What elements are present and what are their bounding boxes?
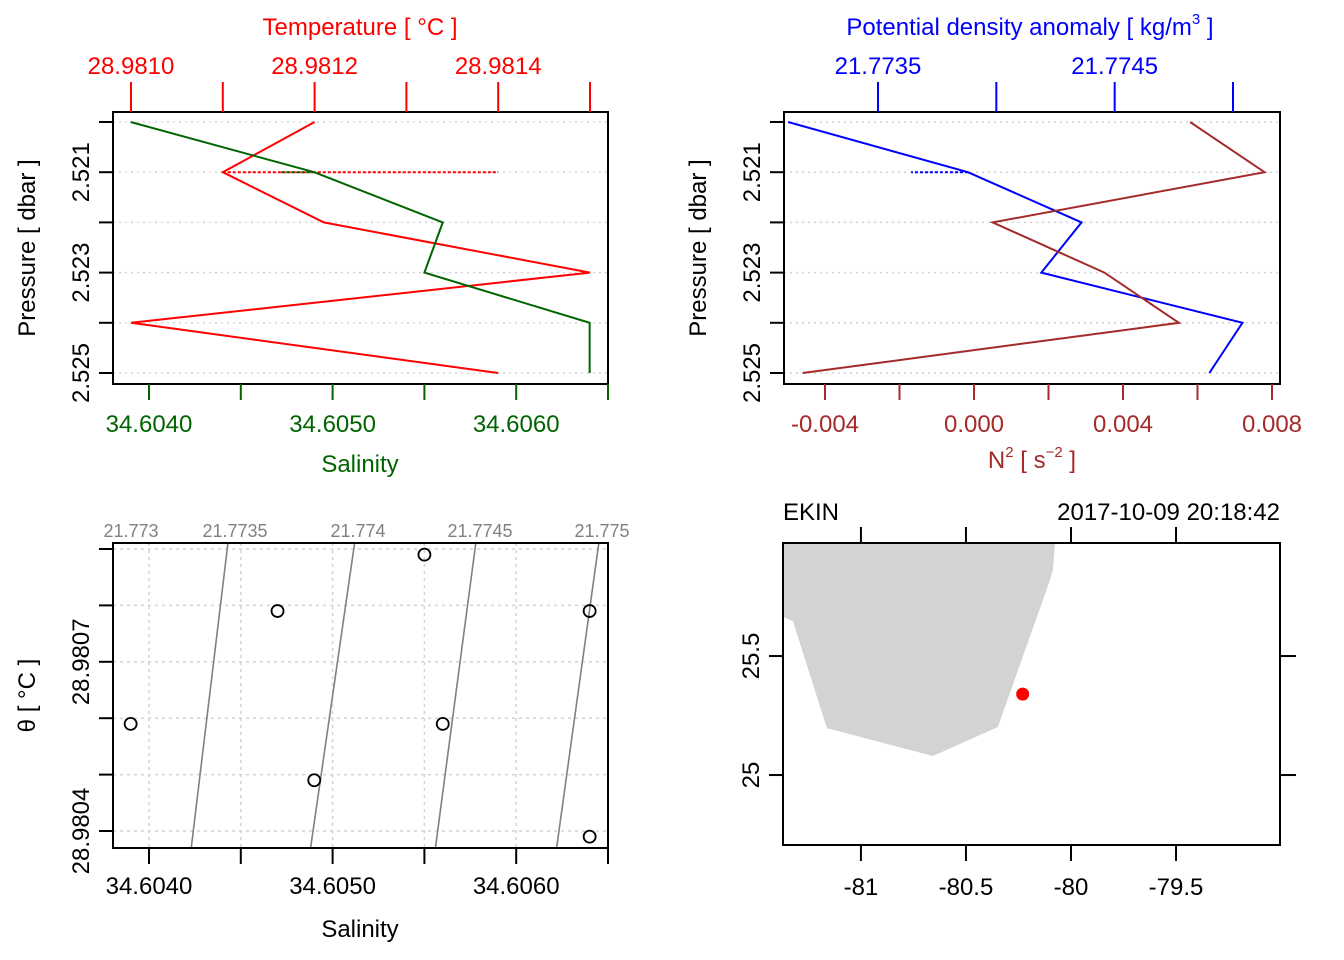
ts-points (123, 547, 597, 844)
y-tick-label: 28.9804 (68, 788, 95, 875)
series-line-n2 (802, 121, 1268, 374)
plot-frame (112, 542, 609, 849)
theta-axis-label: θ [ °C ] (14, 659, 41, 733)
x-tick-label: 34.6040 (106, 873, 193, 900)
x-tick-label: 34.6060 (473, 411, 560, 438)
pressure-axis: 2.521 2.523 2.525 (739, 121, 784, 403)
theta-axis: 28.9804 28.9807 (68, 548, 113, 875)
ts-point (307, 773, 322, 788)
pressure-axis-label: Pressure [ dbar ] (14, 159, 41, 336)
isopycnal-line (309, 542, 356, 849)
y-tick-label: 25.5 (738, 633, 765, 680)
label-text: [ s (1014, 447, 1046, 474)
isopycnal-label: 21.7735 (202, 521, 267, 541)
salinity-axis: 34.6040 34.6050 34.6060 (106, 848, 609, 900)
ts-point (270, 604, 285, 618)
x-tick-label: -0.004 (791, 411, 859, 438)
x-tick-label: 34.6060 (473, 873, 560, 900)
ts-point (582, 604, 597, 618)
y-tick-label: 28.9807 (68, 618, 95, 705)
temperature-axis-label: Temperature [ °C ] (263, 14, 458, 41)
pressure-gridlines (113, 121, 608, 374)
isopycnal-label: 21.773 (103, 521, 158, 541)
y-tick-label: 2.523 (739, 243, 766, 303)
coastline-land (783, 543, 1056, 756)
isopycnals: 21.773 21.7735 21.774 21.7745 21.775 (103, 521, 630, 849)
pressure-axis: 2.521 2.523 2.525 (68, 121, 113, 403)
isopycnal-label: 21.774 (330, 521, 385, 541)
x-tick-label: 34.6050 (289, 411, 376, 438)
isopycnal-label: 21.775 (574, 521, 629, 541)
plot-frame (783, 111, 1281, 385)
top-ticks (859, 527, 1178, 543)
label-text: ] (1063, 447, 1076, 474)
superscript: 2 (1005, 444, 1013, 461)
station-marker (1016, 687, 1030, 701)
pressure-axis-label: Pressure [ dbar ] (685, 159, 712, 336)
ts-point (417, 547, 432, 562)
isopycnal-line (434, 542, 477, 849)
series-line-potential-density-anomaly (787, 121, 1245, 374)
x-tick-label: 34.6050 (289, 873, 376, 900)
salinity-axis-label: Salinity (321, 451, 398, 478)
grid (113, 543, 609, 848)
ts-point (123, 716, 138, 731)
isopycnal-line (190, 542, 229, 849)
station-name: EKIN (783, 499, 839, 526)
density-axis-label: Potential density anomaly [ kg/m3 ] (846, 11, 1213, 41)
latitude-axis: 25 25.5 (738, 633, 783, 789)
x-tick-label: -80.5 (939, 874, 994, 901)
pressure-gridlines (784, 121, 1280, 374)
series-line-temperature (130, 121, 591, 374)
superscript: −2 (1046, 444, 1063, 461)
x-tick-label: 21.7735 (835, 53, 922, 80)
y-tick-label: 2.521 (739, 142, 766, 202)
salinity-axis: 34.6040 34.6050 34.6060 (106, 384, 609, 438)
y-tick-label: 2.521 (68, 142, 95, 202)
x-tick-label: -79.5 (1149, 874, 1204, 901)
x-tick-label: 0.008 (1242, 411, 1302, 438)
isopycnal-line (555, 542, 600, 849)
profile-lines (787, 121, 1268, 374)
x-tick-label: 34.6040 (106, 411, 193, 438)
station-map-panel: -81 -80.5 -80 -79.5 25 25.5 EKIN 2017-10-09 … (738, 499, 1296, 901)
label-text: ] (1200, 14, 1213, 41)
x-tick-label: -81 (844, 874, 879, 901)
ts-point (435, 716, 450, 731)
right-ticks (1280, 655, 1296, 777)
isopycnal-label: 21.7745 (447, 521, 512, 541)
ts-diagram-panel: 21.773 21.7735 21.774 21.7745 21.775 34.6040… (14, 521, 630, 943)
station-datetime: 2017-10-09 20:18:42 (1057, 499, 1280, 526)
n2-axis-label: N2 [ s−2 ] (988, 444, 1076, 474)
longitude-axis: -81 -80.5 -80 -79.5 (844, 845, 1204, 901)
label-text: N (988, 447, 1005, 474)
label-text: Potential density anomaly [ kg/m (846, 14, 1192, 41)
salinity-axis-label: Salinity (321, 916, 398, 943)
x-tick-label: 28.9814 (455, 53, 542, 80)
temperature-axis: 28.9810 28.9812 28.9814 (88, 53, 591, 112)
y-tick-label: 2.525 (739, 343, 766, 403)
x-tick-label: 0.004 (1093, 411, 1153, 438)
x-tick-label: 28.9812 (271, 53, 358, 80)
y-tick-label: 2.523 (68, 243, 95, 303)
profile-lines (130, 121, 591, 374)
map-frame (782, 542, 1281, 846)
temperature-salinity-profile-panel: 28.9810 28.9812 28.9814 34.6040 34.6050 34.6… (14, 14, 609, 478)
y-tick-label: 2.525 (68, 343, 95, 403)
series-line-salinity (130, 121, 591, 373)
x-tick-label: 21.7745 (1071, 53, 1158, 80)
density-n2-profile-panel: 21.7735 21.7745 -0.004 0.000 0.004 0.008 2.5… (685, 11, 1302, 474)
density-axis: 21.7735 21.7745 (835, 53, 1234, 112)
x-tick-label: -80 (1054, 874, 1089, 901)
x-tick-label: 0.000 (944, 411, 1004, 438)
superscript: 3 (1192, 11, 1200, 28)
x-tick-label: 28.9810 (88, 53, 175, 80)
n2-axis: -0.004 0.000 0.004 0.008 (791, 384, 1302, 438)
y-tick-label: 25 (738, 762, 765, 789)
ts-point (582, 829, 597, 844)
plot-frame (112, 111, 609, 385)
